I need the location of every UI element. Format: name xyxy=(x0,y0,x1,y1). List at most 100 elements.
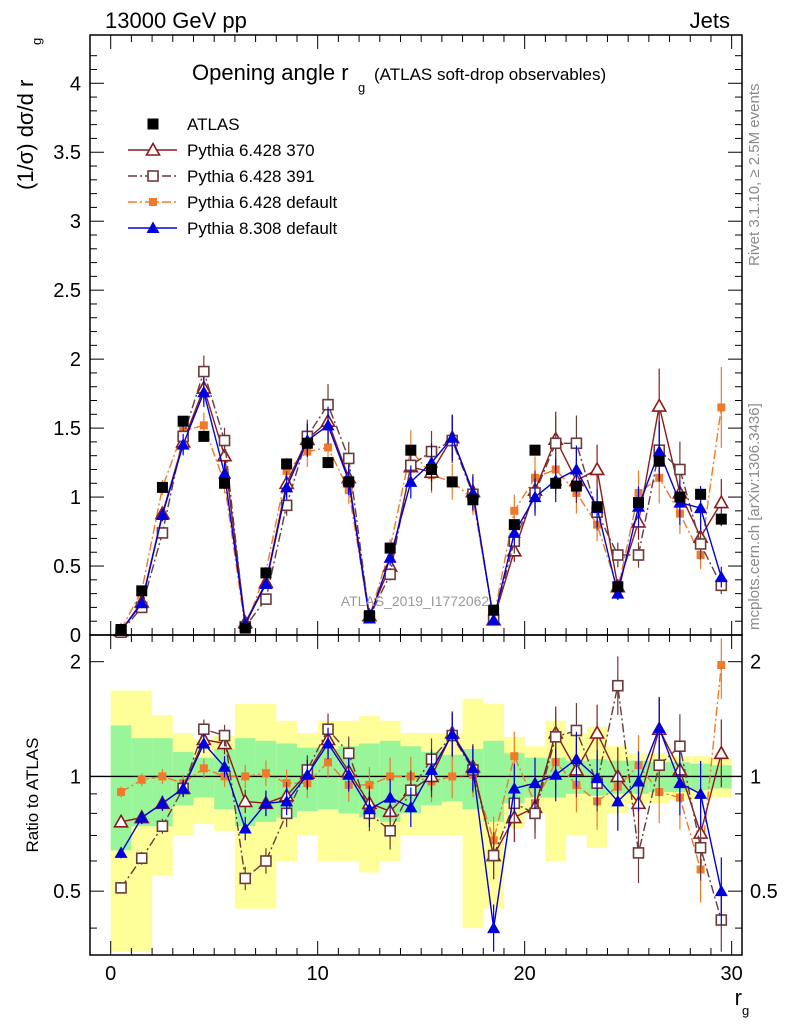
data-point xyxy=(717,403,726,412)
uncertainty-band-outer xyxy=(462,698,484,929)
ratio-frame xyxy=(89,634,743,956)
y-tick-label: 2 xyxy=(70,349,81,371)
y-tick-label: 4 xyxy=(70,73,81,95)
data-point xyxy=(508,519,520,531)
data-point xyxy=(528,490,542,503)
data-point xyxy=(714,884,728,897)
data-point xyxy=(322,457,334,469)
data-point xyxy=(590,771,604,784)
data-point xyxy=(324,443,333,452)
data-point xyxy=(425,763,439,775)
legend-marker xyxy=(149,198,157,206)
data-point xyxy=(612,679,624,692)
data-point xyxy=(199,764,208,773)
x-tick-label: 10 xyxy=(307,963,329,985)
data-point xyxy=(261,769,270,778)
data-point xyxy=(176,438,190,450)
data-point xyxy=(198,365,210,378)
data-point xyxy=(653,759,666,772)
data-point xyxy=(237,793,254,808)
data-point xyxy=(383,791,397,803)
data-point xyxy=(280,480,294,493)
legend-entry: Pythia 6.428 370 xyxy=(128,141,315,160)
data-point xyxy=(549,768,563,780)
data-point xyxy=(177,415,189,427)
data-point xyxy=(715,513,727,525)
data-point xyxy=(467,494,479,506)
legend-label: Pythia 6.428 370 xyxy=(187,141,315,160)
legend-label: ATLAS xyxy=(187,115,240,134)
data-point xyxy=(300,768,314,780)
series-line xyxy=(120,369,722,633)
y-tick-label: 3.5 xyxy=(53,142,81,164)
data-point xyxy=(674,740,686,753)
data-point xyxy=(384,542,396,554)
data-point xyxy=(694,538,707,550)
ratio-series-pythia-8-308-default xyxy=(114,696,728,952)
data-point xyxy=(384,825,396,837)
data-point xyxy=(156,527,169,539)
legend-label: Pythia 6.428 391 xyxy=(187,167,315,186)
data-point xyxy=(384,568,396,581)
y-tick-label: 2.5 xyxy=(53,280,81,302)
data-point xyxy=(632,847,645,859)
data-point xyxy=(591,501,603,513)
chart-title-suffix: (ATLAS soft-drop observables) xyxy=(374,65,606,84)
data-point xyxy=(589,724,605,739)
data-point xyxy=(218,434,231,447)
legend-entry: ATLAS xyxy=(147,115,240,134)
data-point xyxy=(466,761,480,774)
legend-marker xyxy=(146,221,160,233)
series-line xyxy=(120,685,722,921)
x-axis-label: r xyxy=(735,985,742,1010)
data-point xyxy=(633,497,645,509)
data-point xyxy=(529,444,541,456)
data-point xyxy=(342,452,355,465)
data-point xyxy=(260,855,272,867)
data-point xyxy=(448,772,457,781)
data-point xyxy=(117,788,126,797)
y-tick-label: 1.5 xyxy=(53,418,81,440)
data-point xyxy=(570,480,582,492)
data-point xyxy=(321,737,335,749)
data-point xyxy=(487,613,501,625)
data-point xyxy=(197,737,211,749)
data-point xyxy=(324,758,333,767)
data-point xyxy=(259,577,273,589)
data-point xyxy=(135,852,148,865)
data-point xyxy=(717,661,726,670)
data-point xyxy=(611,794,625,807)
data-point xyxy=(445,431,459,443)
rivet-version-label: Rivet 3.1.10, ≥ 2.5M events xyxy=(746,83,763,267)
data-point xyxy=(653,455,665,467)
series-line xyxy=(120,389,722,632)
data-point xyxy=(280,794,294,807)
data-point xyxy=(386,772,395,781)
legend-marker xyxy=(147,170,159,182)
ratio-tick-label-right: 2 xyxy=(750,652,761,674)
data-point xyxy=(652,445,666,457)
data-point xyxy=(260,593,272,605)
data-point xyxy=(342,768,356,780)
uncertainty-band-inner xyxy=(317,749,339,810)
data-point xyxy=(321,418,335,431)
data-point xyxy=(446,476,458,488)
data-point xyxy=(114,846,128,858)
legend-marker xyxy=(147,118,159,130)
data-point xyxy=(549,437,562,450)
data-point xyxy=(674,491,686,503)
x-tick-label: 0 xyxy=(105,963,116,985)
data-point xyxy=(510,506,519,515)
data-point xyxy=(404,475,418,487)
series-line xyxy=(120,726,722,929)
y-tick-label: 1 xyxy=(70,487,81,509)
legend-entry: Pythia 8.308 default xyxy=(128,219,338,238)
ratio-tick-label-left: 2 xyxy=(70,652,81,674)
data-point xyxy=(218,729,231,742)
ratio-tick-label-left: 0.5 xyxy=(53,881,81,903)
legend-entry: Pythia 6.428 default xyxy=(128,193,338,212)
data-point xyxy=(507,526,521,538)
data-point xyxy=(135,596,149,609)
data-point xyxy=(569,462,583,475)
axis-labels: 0 10 20 3000.511.522.533.540.5 0.51 12 2rg(1/σ… xyxy=(13,35,778,1018)
